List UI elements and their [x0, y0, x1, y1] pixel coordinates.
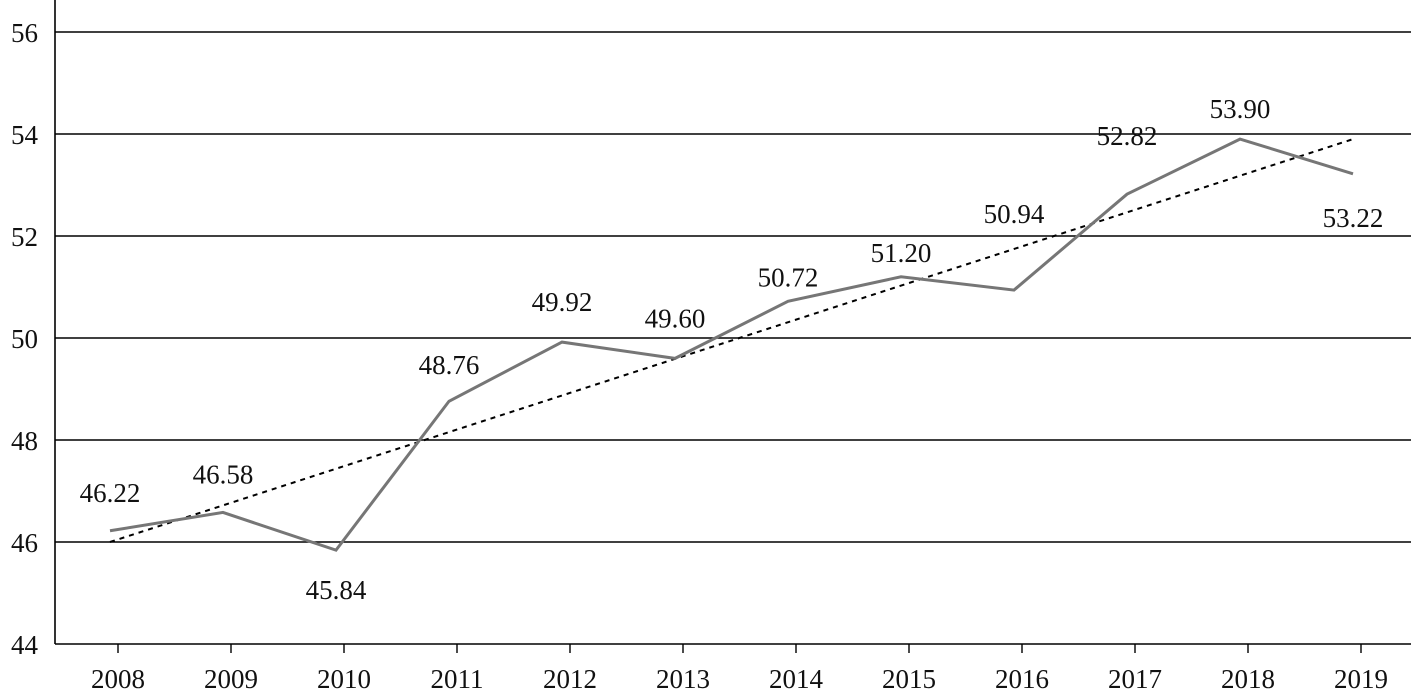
- data-label: 46.58: [193, 459, 254, 489]
- x-tick-label: 2016: [995, 664, 1049, 693]
- x-tick-label: 2014: [769, 664, 824, 693]
- x-tick-label: 2013: [656, 664, 710, 693]
- x-tick-label: 2017: [1108, 664, 1162, 693]
- trendline: [109, 138, 1354, 543]
- axes: 44 46 48 50 52 54 56 2008 2009 2010 2011 2012 2013 20…: [11, 0, 1411, 693]
- data-label: 53.90: [1210, 94, 1271, 124]
- data-label: 46.22: [80, 478, 141, 508]
- trendline-group: [109, 138, 1354, 543]
- y-tick-label: 54: [11, 120, 39, 150]
- data-label: 50.72: [758, 262, 819, 292]
- data-label: 49.92: [532, 287, 593, 317]
- y-tick-label: 50: [11, 324, 38, 354]
- x-tick-label: 2015: [882, 664, 936, 693]
- x-tick-label: 2010: [317, 664, 371, 693]
- x-tick-label: 2012: [543, 664, 597, 693]
- x-tick-label: 2018: [1221, 664, 1275, 693]
- y-tick-label: 56: [11, 18, 38, 48]
- x-tick-label: 2009: [204, 664, 258, 693]
- x-tick-label: 2011: [431, 664, 484, 693]
- data-label: 45.84: [306, 575, 367, 605]
- series-group: [109, 137, 1354, 552]
- data-label: 49.60: [645, 303, 706, 333]
- data-label: 48.76: [419, 350, 480, 380]
- data-labels: 46.22 46.58 45.84 48.76 49.92 49.60 50.72 51.20…: [80, 94, 1384, 605]
- y-tick-label: 44: [11, 630, 39, 660]
- y-tick-label: 46: [11, 528, 38, 558]
- data-label: 53.22: [1323, 203, 1384, 233]
- data-label: 51.20: [871, 238, 932, 268]
- y-tick-label: 52: [11, 222, 38, 252]
- data-label: 50.94: [984, 199, 1045, 229]
- x-tick-label: 2019: [1334, 664, 1388, 693]
- series-line: [109, 137, 1354, 552]
- x-tick-label: 2008: [91, 664, 145, 693]
- gridlines: [55, 31, 1411, 543]
- y-tick-label: 48: [11, 426, 38, 456]
- data-label: 52.82: [1097, 121, 1158, 151]
